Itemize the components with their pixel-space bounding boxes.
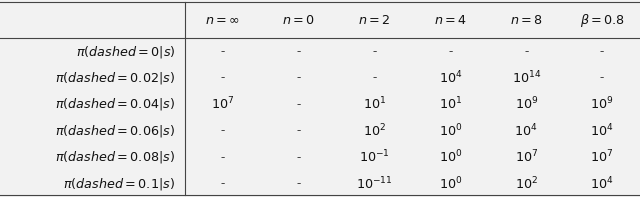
Text: -: -: [296, 45, 301, 58]
Text: $\pi(dashed=0.04|s)$: $\pi(dashed=0.04|s)$: [55, 97, 175, 112]
Text: -: -: [221, 177, 225, 190]
Text: -: -: [221, 125, 225, 138]
Text: $10^{2}$: $10^{2}$: [363, 123, 386, 139]
Text: $10^{2}$: $10^{2}$: [515, 176, 538, 192]
Text: $10^{9}$: $10^{9}$: [515, 96, 538, 113]
Text: $10^{-11}$: $10^{-11}$: [356, 176, 393, 192]
Text: -: -: [221, 151, 225, 164]
Text: $\pi(dashed=0.1|s)$: $\pi(dashed=0.1|s)$: [63, 176, 175, 192]
Text: $n=2$: $n=2$: [358, 14, 391, 27]
Text: -: -: [600, 45, 604, 58]
Text: $\beta=0.8$: $\beta=0.8$: [580, 12, 625, 29]
Text: -: -: [296, 125, 301, 138]
Text: $10^{0}$: $10^{0}$: [438, 149, 462, 166]
Text: $\pi(dashed=0.08|s)$: $\pi(dashed=0.08|s)$: [55, 149, 175, 165]
Text: $n=0$: $n=0$: [282, 14, 316, 27]
Text: $10^{9}$: $10^{9}$: [590, 96, 614, 113]
Text: $n=4$: $n=4$: [434, 14, 467, 27]
Text: -: -: [372, 45, 377, 58]
Text: $\pi(dashed=0.06|s)$: $\pi(dashed=0.06|s)$: [55, 123, 175, 139]
Text: $10^{7}$: $10^{7}$: [211, 96, 234, 113]
Text: -: -: [221, 45, 225, 58]
Text: $n=8$: $n=8$: [510, 14, 543, 27]
Text: $\pi(dashed=0.02|s)$: $\pi(dashed=0.02|s)$: [55, 70, 175, 86]
Text: $10^{0}$: $10^{0}$: [438, 123, 462, 139]
Text: $\pi(dashed=0|s)$: $\pi(dashed=0|s)$: [76, 44, 175, 60]
Text: $10^{-1}$: $10^{-1}$: [359, 149, 390, 166]
Text: -: -: [448, 45, 452, 58]
Text: $10^{1}$: $10^{1}$: [363, 96, 386, 113]
Text: $10^{7}$: $10^{7}$: [591, 149, 614, 166]
Text: $10^{4}$: $10^{4}$: [438, 70, 462, 86]
Text: $n=\infty$: $n=\infty$: [205, 14, 241, 27]
Text: -: -: [296, 72, 301, 85]
Text: $10^{4}$: $10^{4}$: [590, 176, 614, 192]
Text: -: -: [221, 72, 225, 85]
Text: $10^{4}$: $10^{4}$: [515, 123, 538, 139]
Text: $10^{14}$: $10^{14}$: [511, 70, 541, 86]
Text: $10^{4}$: $10^{4}$: [590, 123, 614, 139]
Text: -: -: [600, 72, 604, 85]
Text: -: -: [296, 177, 301, 190]
Text: $10^{0}$: $10^{0}$: [438, 176, 462, 192]
Text: -: -: [524, 45, 529, 58]
Text: $10^{1}$: $10^{1}$: [439, 96, 462, 113]
Text: -: -: [296, 98, 301, 111]
Text: -: -: [372, 72, 377, 85]
Text: $10^{7}$: $10^{7}$: [515, 149, 538, 166]
Text: -: -: [296, 151, 301, 164]
